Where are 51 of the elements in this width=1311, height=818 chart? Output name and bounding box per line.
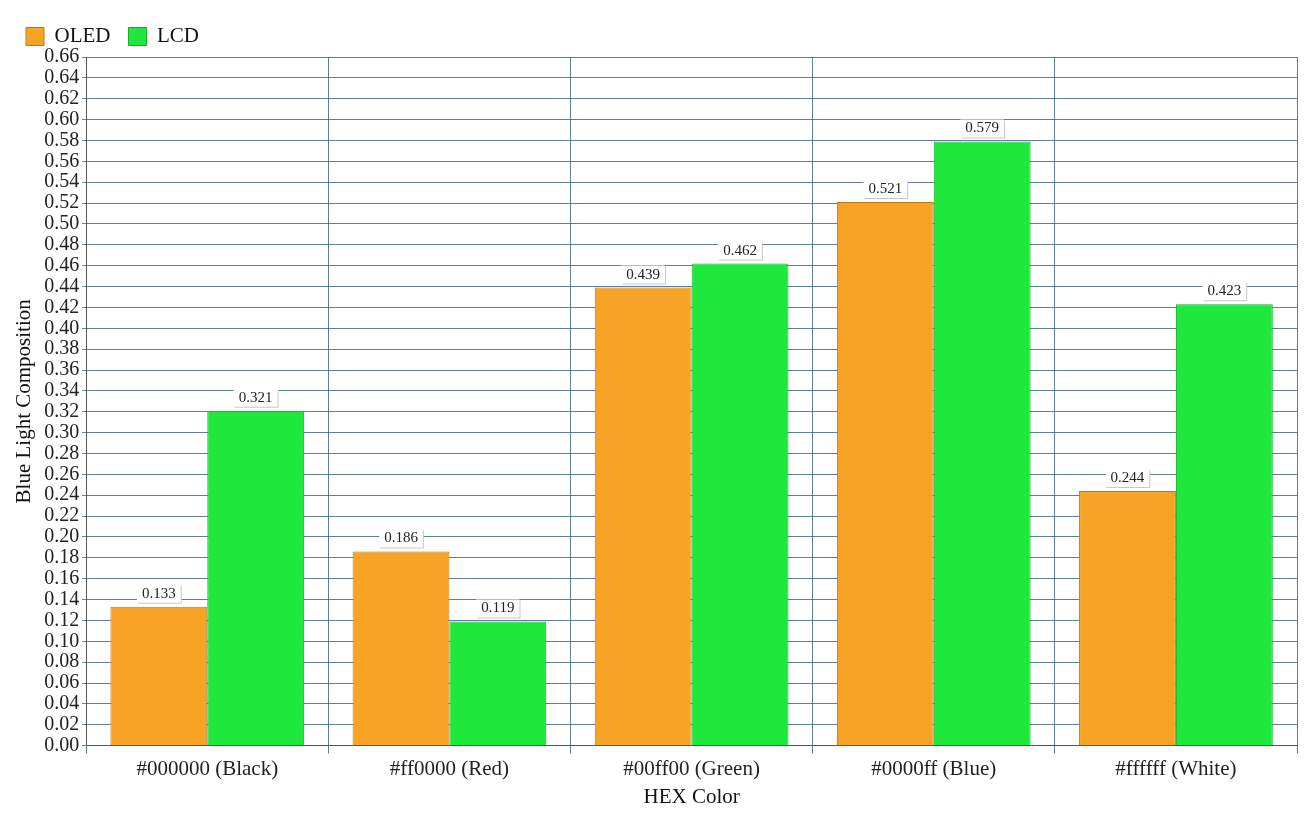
y-tick-label: 0.22 bbox=[44, 503, 80, 526]
y-tick-label: 0.46 bbox=[44, 252, 80, 275]
x-tick-label: #00ff00 (Green) bbox=[623, 755, 760, 780]
y-tick-label: 0.38 bbox=[44, 336, 80, 359]
y-tick-label: 0.12 bbox=[44, 607, 80, 630]
y-tick-label: 0.52 bbox=[44, 190, 80, 213]
data-label: 0.439 bbox=[626, 265, 661, 282]
y-tick-label: 0.36 bbox=[44, 357, 80, 380]
x-axis-title: HEX Color bbox=[643, 783, 740, 808]
data-label: 0.133 bbox=[141, 584, 176, 601]
data-label: 0.321 bbox=[238, 388, 273, 405]
data-label: 0.244 bbox=[1110, 468, 1145, 485]
legend-label: LCD bbox=[156, 23, 199, 48]
data-label: 0.186 bbox=[384, 529, 419, 546]
data-label: 0.423 bbox=[1207, 282, 1242, 299]
y-tick-label: 0.34 bbox=[44, 378, 80, 401]
y-tick-label: 0.60 bbox=[44, 106, 80, 129]
y-tick-label: 0.02 bbox=[44, 711, 80, 734]
y-tick-label: 0.24 bbox=[44, 482, 80, 505]
y-tick-label: 0.40 bbox=[44, 315, 80, 338]
data-label: 0.119 bbox=[481, 599, 515, 616]
y-tick-label: 0.30 bbox=[44, 419, 80, 442]
y-tick-label: 0.44 bbox=[44, 273, 80, 296]
data-label: 0.462 bbox=[723, 241, 757, 258]
y-tick-label: 0.26 bbox=[44, 461, 80, 484]
y-tick-label: 0.42 bbox=[44, 294, 80, 317]
y-tick-label: 0.04 bbox=[44, 691, 80, 714]
x-tick-label: #ff0000 (Red) bbox=[389, 755, 510, 780]
y-axis-title: Blue Light Composition bbox=[11, 298, 36, 504]
y-tick-label: 0.18 bbox=[44, 545, 80, 568]
data-label: 0.579 bbox=[965, 119, 1000, 136]
y-tick-label: 0.10 bbox=[44, 628, 80, 651]
y-tick-label: 0.20 bbox=[44, 524, 80, 547]
y-tick-label: 0.16 bbox=[44, 565, 80, 588]
y-tick-label: 0.64 bbox=[44, 65, 80, 88]
y-tick-label: 0.28 bbox=[44, 440, 80, 463]
y-tick-label: 0.06 bbox=[44, 670, 80, 693]
y-tick-label: 0.00 bbox=[44, 732, 80, 755]
y-tick-label: 0.08 bbox=[44, 649, 80, 672]
y-tick-label: 0.62 bbox=[44, 85, 80, 108]
y-tick-label: 0.32 bbox=[44, 398, 80, 421]
y-tick-label: 0.58 bbox=[44, 127, 80, 150]
y-tick-label: 0.56 bbox=[44, 148, 80, 171]
x-tick-label: #000000 (Black) bbox=[136, 755, 279, 780]
y-tick-label: 0.50 bbox=[44, 211, 80, 234]
x-tick-label: #ffffff (White) bbox=[1115, 755, 1237, 780]
data-label: 0.521 bbox=[868, 179, 903, 196]
y-tick-label: 0.14 bbox=[44, 586, 80, 609]
y-tick-label: 0.54 bbox=[44, 169, 80, 192]
y-tick-label: 0.48 bbox=[44, 232, 80, 255]
x-tick-label: #0000ff (Blue) bbox=[871, 755, 997, 780]
